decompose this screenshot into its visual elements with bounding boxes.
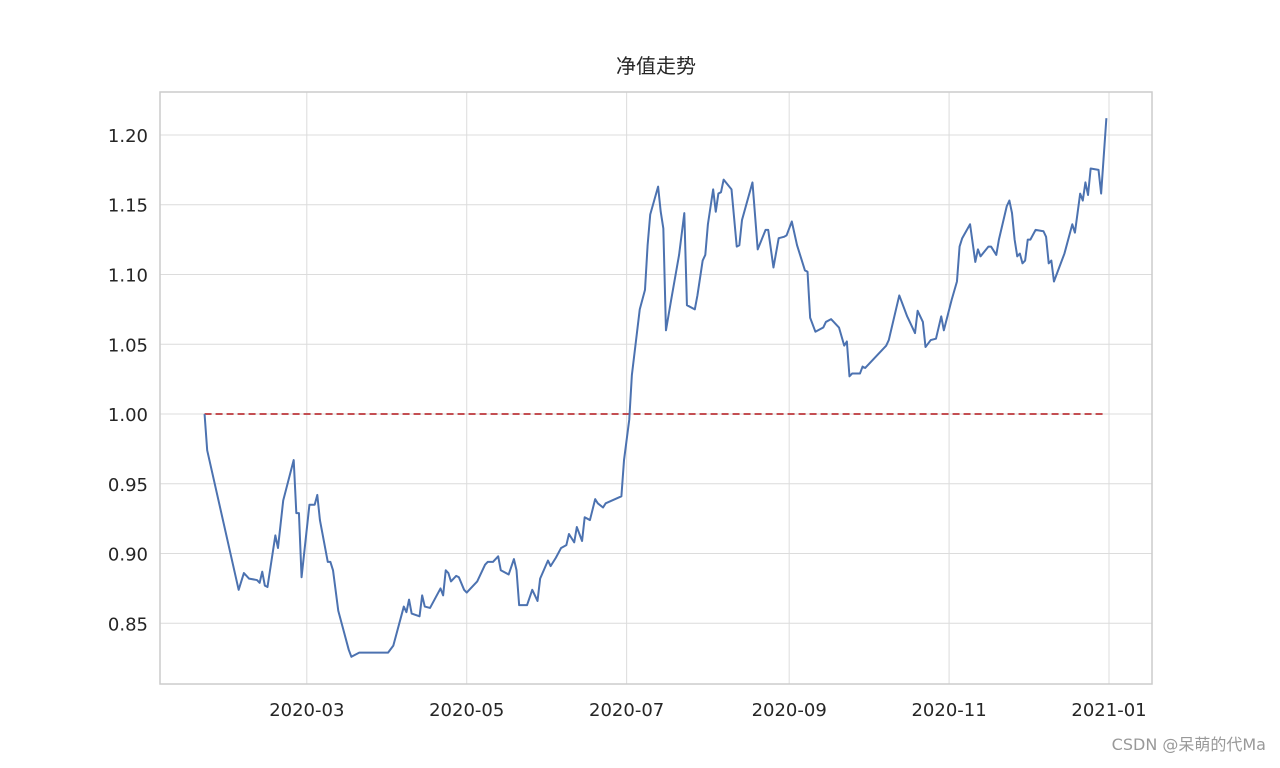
y-tick-label: 1.00: [108, 405, 148, 426]
plot-frame: [159, 91, 1153, 685]
y-tick-label: 0.90: [108, 545, 148, 566]
y-tick-label: 1.05: [108, 335, 148, 356]
x-tick-label: 2020-03: [269, 700, 344, 721]
x-tick-label: 2020-11: [911, 700, 986, 721]
x-tick-label: 2020-05: [429, 700, 504, 721]
chart-title: 净值走势: [616, 54, 696, 78]
y-tick-label: 0.85: [108, 614, 148, 635]
data-line: [203, 118, 1108, 658]
y-tick-label: 1.15: [108, 196, 148, 217]
y-tick-label: 0.95: [108, 475, 148, 496]
y-tick-label: 1.10: [108, 265, 148, 286]
watermark: CSDN @呆萌的代Ma: [1112, 735, 1266, 754]
x-tick-label: 2020-09: [752, 700, 827, 721]
y-tick-label: 1.20: [108, 126, 148, 147]
x-tick-label: 2020-07: [589, 700, 664, 721]
x-tick-label: 2021-01: [1071, 700, 1146, 721]
